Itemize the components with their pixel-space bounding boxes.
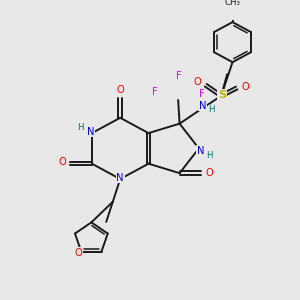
Text: N: N	[196, 146, 204, 156]
Text: CH₃: CH₃	[224, 0, 241, 8]
Text: F: F	[176, 71, 182, 81]
Text: O: O	[117, 85, 125, 95]
Text: H: H	[77, 123, 84, 132]
Text: H: H	[206, 151, 212, 160]
Text: N: N	[199, 101, 206, 111]
Text: O: O	[58, 157, 66, 167]
Text: H: H	[208, 105, 215, 114]
Text: F: F	[199, 88, 205, 99]
Text: S: S	[218, 90, 226, 100]
Text: F: F	[152, 88, 158, 98]
Text: O: O	[194, 77, 201, 88]
Text: N: N	[116, 172, 124, 183]
Text: O: O	[206, 168, 213, 178]
Text: N: N	[87, 127, 94, 137]
Text: O: O	[241, 82, 249, 92]
Text: O: O	[75, 248, 83, 258]
